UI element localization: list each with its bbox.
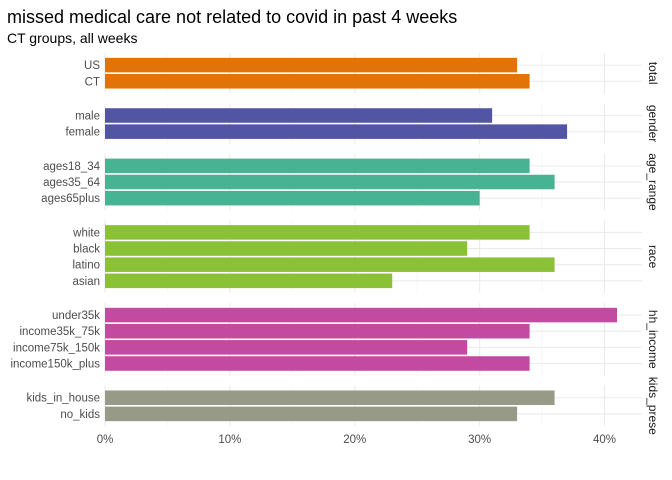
facet-strip-label-race: race [646,245,660,269]
category-label-latino: latino [73,260,101,272]
category-label-CT: CT [85,76,100,88]
category-label-income35k_75k: income35k_75k [19,326,100,338]
category-label-asian: asian [73,276,101,288]
category-label-female: female [65,127,100,139]
category-label-no_kids: no_kids [60,409,100,421]
facet-strip-label-kids_prese: kids_prese [646,377,660,435]
bar-white [105,225,530,240]
category-label-under35k: under35k [52,310,100,322]
category-label-income150k_plus: income150k_plus [10,359,100,371]
x-tick-label: 40% [593,434,616,446]
bar-ages35_64 [105,174,555,190]
facet-strip-label-age_range: age_range [646,153,660,211]
chart-subtitle: CT groups, all weeks [7,30,137,46]
bar-ages18_34 [105,158,530,174]
bar-latino [105,257,555,272]
bar-male [105,108,493,123]
bar-income75k_150k [105,340,468,355]
plot-area: US CT total male female gender ages18_34 ages35… [10,53,660,446]
bar-female [105,124,568,139]
facet-strip-label-hh_income: hh_income [646,310,660,369]
category-label-kids_in_house: kids_in_house [26,393,100,405]
x-tick-label: 30% [468,434,491,446]
bar-under35k [105,307,618,323]
category-label-US: US [84,60,100,72]
bar-black [105,241,468,256]
category-label-white: white [72,227,100,239]
category-label-ages18_34: ages18_34 [43,161,101,173]
bar-kids_in_house [105,390,555,406]
bar-CT [105,73,530,89]
category-label-income75k_150k: income75k_150k [13,342,100,354]
bar-ages65plus [105,190,480,206]
category-label-ages65plus: ages65plus [41,193,100,205]
chart-title: missed medical care not related to covid… [7,7,457,27]
category-label-black: black [73,244,100,256]
bar-no_kids [105,406,518,422]
facet-strip-label-total: total [646,62,660,85]
x-tick-label: 20% [343,434,366,446]
bar-income35k_75k [105,323,530,339]
bar-income150k_plus [105,356,530,371]
bar-asian [105,273,393,289]
facet-strip-label-gender: gender [646,105,660,142]
x-tick-label: 10% [218,434,241,446]
category-label-male: male [75,110,100,122]
bar-US [105,57,518,73]
x-tick-label: 0% [97,434,114,446]
category-label-ages35_64: ages35_64 [43,177,101,189]
